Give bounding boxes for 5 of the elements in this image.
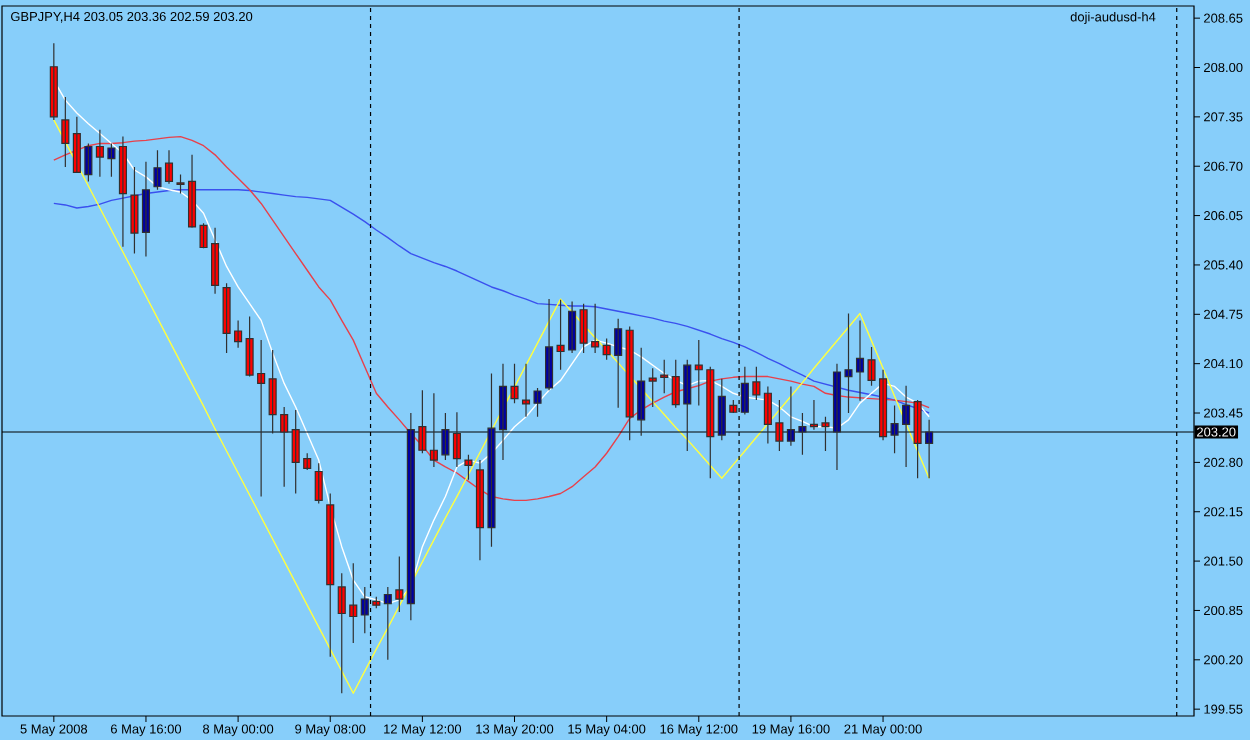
candlestick [464,454,473,481]
candlestick [61,96,70,168]
candlestick [314,462,323,504]
candlestick [326,492,335,658]
candlestick [49,42,58,121]
